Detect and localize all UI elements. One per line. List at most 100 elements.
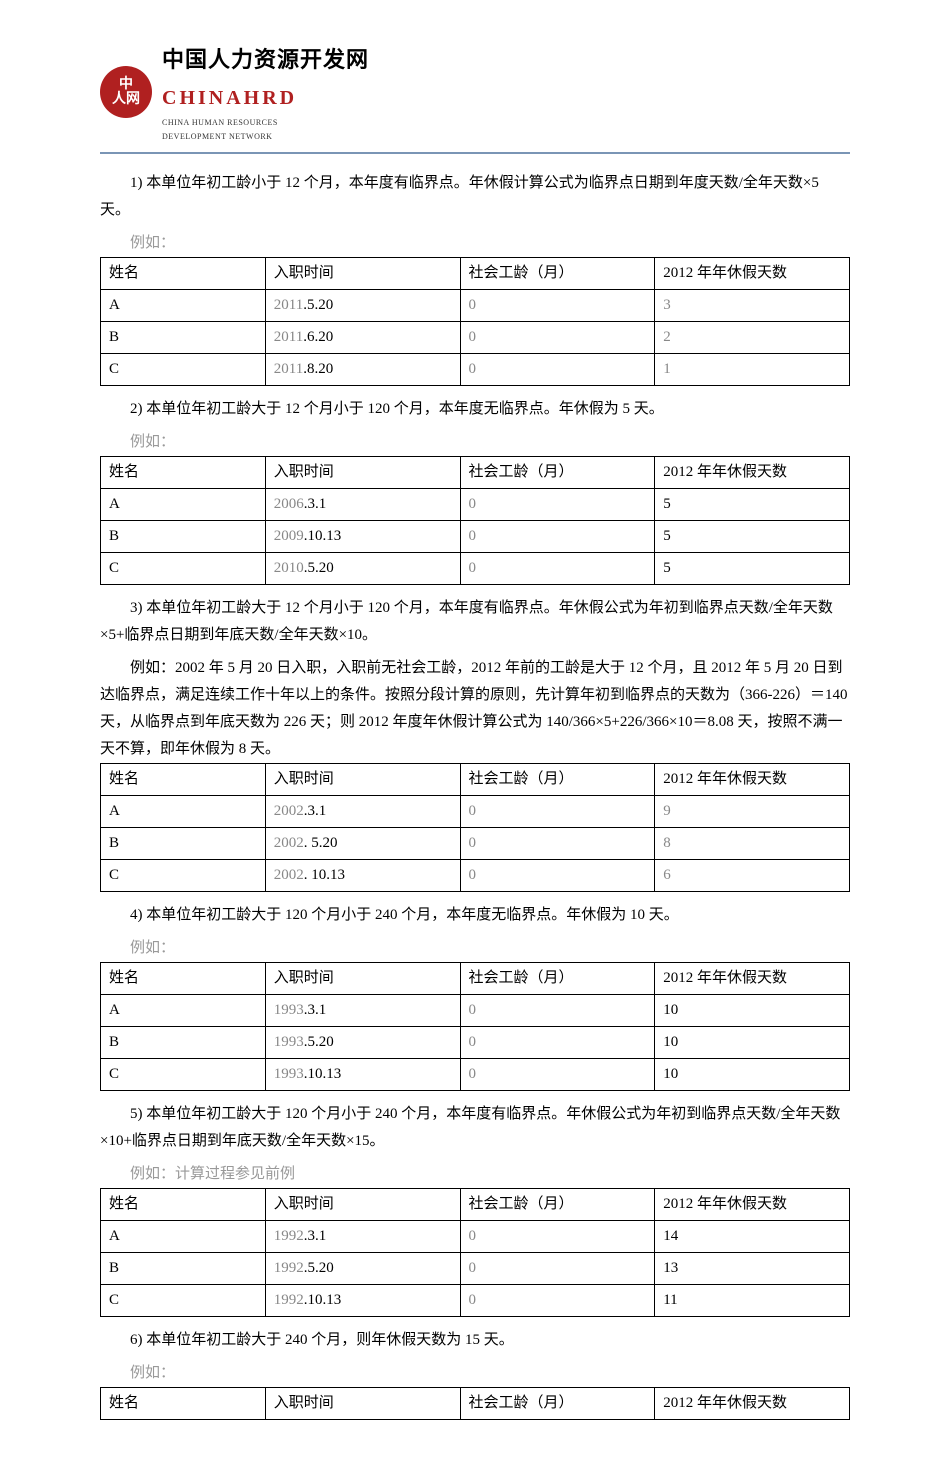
table-header: 2012 年年休假天数 (655, 457, 850, 489)
table-cell: B (101, 1027, 266, 1059)
table-row: A1993.3.1010 (101, 995, 850, 1027)
logo-sub1: CHINA HUMAN RESOURCES (162, 116, 369, 130)
table-header: 入职时间 (265, 258, 460, 290)
table-cell: 1993.5.20 (265, 1027, 460, 1059)
table-header: 2012 年年休假天数 (655, 1388, 850, 1420)
table-cell: 0 (460, 1285, 655, 1317)
table-cell: 1993.3.1 (265, 995, 460, 1027)
table-cell: 5 (655, 521, 850, 553)
table-header: 入职时间 (265, 1388, 460, 1420)
table-cell: 1992.3.1 (265, 1221, 460, 1253)
table-cell: 0 (460, 1027, 655, 1059)
table-header: 2012 年年休假天数 (655, 963, 850, 995)
table-header: 社会工龄（月） (460, 764, 655, 796)
logo-sub2: DEVELOPMENT NETWORK (162, 130, 369, 144)
table-cell: 0 (460, 1221, 655, 1253)
table-cell: 2002. 5.20 (265, 828, 460, 860)
table-header: 入职时间 (265, 457, 460, 489)
table-cell: A (101, 290, 266, 322)
table-cell: A (101, 995, 266, 1027)
example-label: 例如： (100, 230, 850, 257)
header: 中 人网 中国人力资源开发网 CHINAHRD CHINA HUMAN RESO… (100, 40, 850, 144)
table-row: A1992.3.1014 (101, 1221, 850, 1253)
data-table: 姓名入职时间社会工龄（月）2012 年年休假天数A2011.5.2003B201… (100, 257, 850, 386)
table-cell: 0 (460, 1059, 655, 1091)
table-row: A2006.3.105 (101, 489, 850, 521)
table-header: 入职时间 (265, 963, 460, 995)
table-header: 入职时间 (265, 1189, 460, 1221)
table-row: C2010.5.2005 (101, 553, 850, 585)
example-label: 例如： (100, 429, 850, 456)
table-cell: 11 (655, 1285, 850, 1317)
table-cell: A (101, 796, 266, 828)
data-table: 姓名入职时间社会工龄（月）2012 年年休假天数A1993.3.1010B199… (100, 962, 850, 1091)
paragraph: 2) 本单位年初工龄大于 12 个月小于 120 个月，本年度无临界点。年休假为… (100, 396, 850, 423)
table-header: 入职时间 (265, 764, 460, 796)
table-cell: 0 (460, 828, 655, 860)
table-row: A2002.3.109 (101, 796, 850, 828)
logo-circle-bottom: 人网 (112, 92, 140, 107)
header-divider (100, 152, 850, 154)
table-cell: 2011.5.20 (265, 290, 460, 322)
paragraph: 1) 本单位年初工龄小于 12 个月，本年度有临界点。年休假计算公式为临界点日期… (100, 170, 850, 224)
data-table: 姓名入职时间社会工龄（月）2012 年年休假天数A2006.3.105B2009… (100, 456, 850, 585)
table-cell: 2011.6.20 (265, 322, 460, 354)
table-header: 姓名 (101, 457, 266, 489)
paragraph: 5) 本单位年初工龄大于 120 个月小于 240 个月，本年度有临界点。年休假… (100, 1101, 850, 1155)
table-cell: B (101, 828, 266, 860)
table-row: C2011.8.2001 (101, 354, 850, 386)
logo-en: CHINAHRD (162, 80, 369, 116)
table-cell: 9 (655, 796, 850, 828)
data-table: 姓名入职时间社会工龄（月）2012 年年休假天数A2002.3.109B2002… (100, 763, 850, 892)
table-cell: 8 (655, 828, 850, 860)
table-header: 姓名 (101, 258, 266, 290)
table-cell: 2009.10.13 (265, 521, 460, 553)
table-header: 2012 年年休假天数 (655, 258, 850, 290)
table-header: 姓名 (101, 1388, 266, 1420)
table-cell: 0 (460, 354, 655, 386)
table-cell: 0 (460, 322, 655, 354)
paragraph: 4) 本单位年初工龄大于 120 个月小于 240 个月，本年度无临界点。年休假… (100, 902, 850, 929)
table-cell: C (101, 1285, 266, 1317)
logo-icon: 中 人网 (100, 66, 152, 118)
table-row: C1993.10.13010 (101, 1059, 850, 1091)
table-cell: C (101, 860, 266, 892)
example-label: 例如： (100, 1360, 850, 1387)
table-cell: 0 (460, 796, 655, 828)
data-table: 姓名入职时间社会工龄（月）2012 年年休假天数A1992.3.1014B199… (100, 1188, 850, 1317)
table-cell: 0 (460, 521, 655, 553)
table-row: B1993.5.20010 (101, 1027, 850, 1059)
table-cell: 0 (460, 553, 655, 585)
table-cell: 2011.8.20 (265, 354, 460, 386)
table-row: A2011.5.2003 (101, 290, 850, 322)
table-cell: 10 (655, 995, 850, 1027)
table-cell: C (101, 553, 266, 585)
table-cell: 1993.10.13 (265, 1059, 460, 1091)
table-cell: 0 (460, 995, 655, 1027)
table-cell: B (101, 1253, 266, 1285)
table-cell: 13 (655, 1253, 850, 1285)
table-row: B1992.5.20013 (101, 1253, 850, 1285)
table-row: B2009.10.1305 (101, 521, 850, 553)
table-cell: 5 (655, 489, 850, 521)
example-label: 例如： (100, 935, 850, 962)
table-header: 姓名 (101, 764, 266, 796)
paragraph: 例如：2002 年 5 月 20 日入职，入职前无社会工龄，2012 年前的工龄… (100, 655, 850, 763)
table-cell: 1992.10.13 (265, 1285, 460, 1317)
table-cell: 5 (655, 553, 850, 585)
data-table: 姓名入职时间社会工龄（月）2012 年年休假天数 (100, 1387, 850, 1420)
table-header: 姓名 (101, 963, 266, 995)
table-cell: A (101, 489, 266, 521)
table-cell: 0 (460, 489, 655, 521)
table-cell: 0 (460, 290, 655, 322)
table-row: B2002. 5.2008 (101, 828, 850, 860)
logo-text-block: 中国人力资源开发网 CHINAHRD CHINA HUMAN RESOURCES… (162, 40, 369, 144)
logo-cn: 中国人力资源开发网 (162, 40, 369, 80)
logo-circle-top: 中 (119, 77, 133, 92)
table-header: 社会工龄（月） (460, 963, 655, 995)
table-cell: 10 (655, 1027, 850, 1059)
paragraph: 3) 本单位年初工龄大于 12 个月小于 120 个月，本年度有临界点。年休假公… (100, 595, 850, 649)
table-cell: 1 (655, 354, 850, 386)
table-row: B2011.6.2002 (101, 322, 850, 354)
table-header: 2012 年年休假天数 (655, 764, 850, 796)
